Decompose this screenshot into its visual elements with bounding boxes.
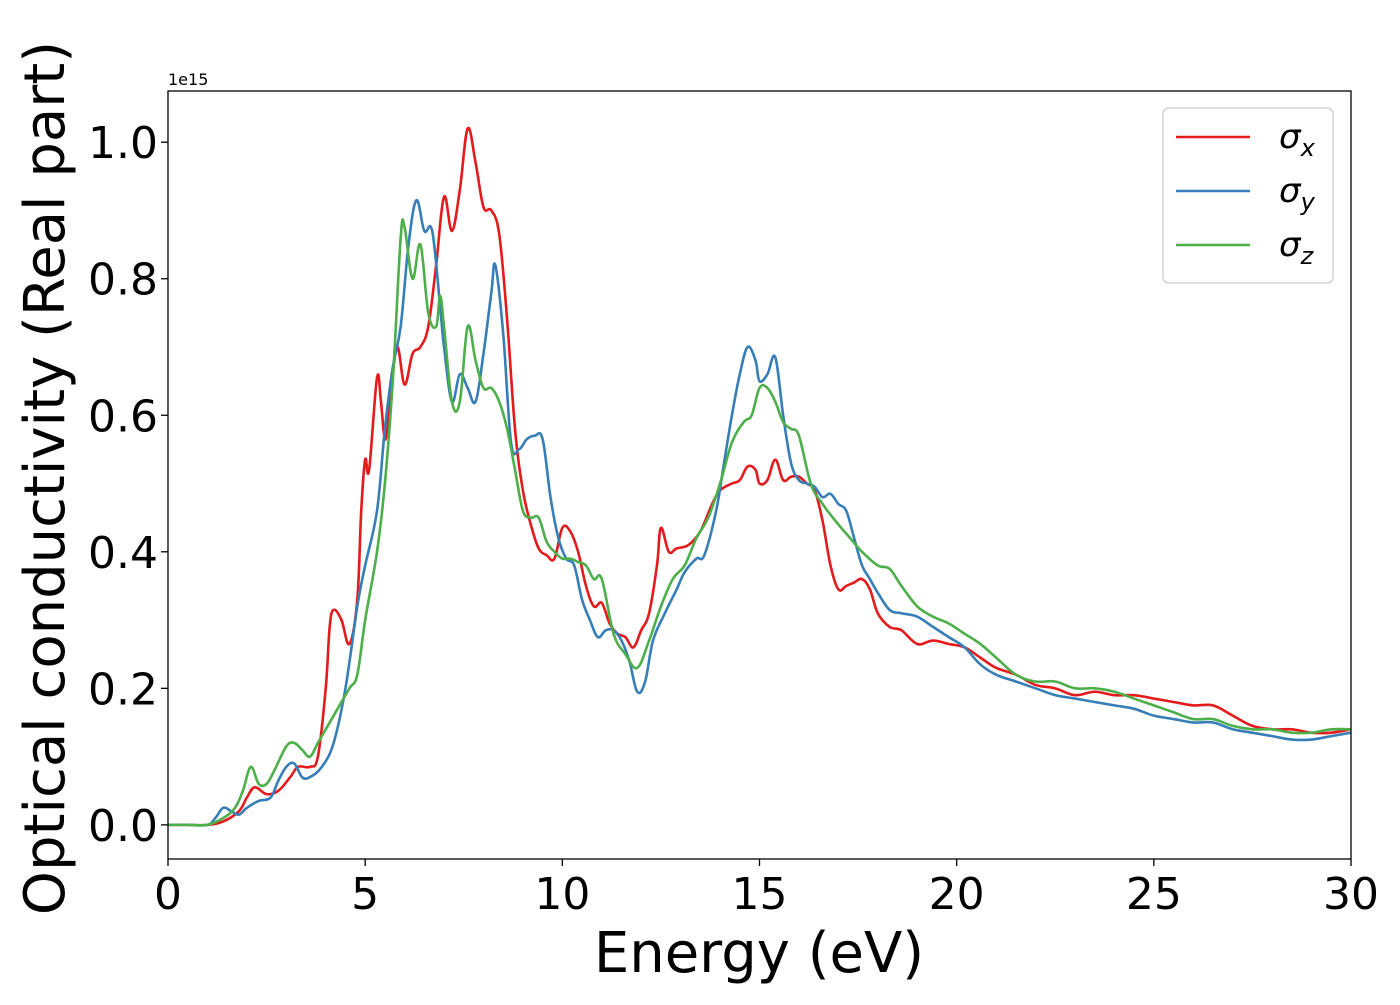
- legend: σx σy σz: [1162, 107, 1334, 284]
- series-layer: [168, 126, 1351, 827]
- legend-label-y: σy: [1279, 171, 1316, 216]
- legend-box: [1162, 107, 1334, 284]
- y-tick-label: 0.2: [88, 664, 158, 715]
- x-axis-label: Energy (eV): [594, 921, 924, 986]
- y-offset-label: 1e15: [168, 70, 208, 89]
- x-tick-label: 20: [929, 869, 985, 920]
- y-tick-label: 0.6: [88, 391, 158, 442]
- series-line-z: [168, 218, 1351, 827]
- series-line-x: [168, 126, 1351, 827]
- x-tick-label: 25: [1126, 869, 1182, 920]
- x-tick-label: 5: [351, 869, 379, 920]
- x-tick-label: 30: [1323, 869, 1379, 920]
- series-line-y: [168, 198, 1351, 827]
- x-tick-label: 15: [732, 869, 788, 920]
- y-tick-label: 0.4: [88, 528, 158, 579]
- y-tick-label: 0.8: [88, 255, 158, 306]
- x-tick-label: 0: [154, 869, 182, 920]
- legend-label-z: σz: [1279, 225, 1315, 270]
- x-tick-label: 10: [534, 869, 590, 920]
- plot-area: [168, 91, 1351, 859]
- y-tick-label: 1.0: [88, 118, 158, 169]
- y-axis-label: Optical conductivity (Real part): [13, 41, 78, 915]
- y-axis-ticks: 0.0 0.2 0.4 0.6 0.8 1.0: [88, 118, 168, 852]
- y-tick-label: 0.0: [88, 801, 158, 852]
- legend-label-x: σx: [1279, 117, 1316, 162]
- x-axis-ticks: 0 5 10 15 20 25 30: [154, 859, 1379, 920]
